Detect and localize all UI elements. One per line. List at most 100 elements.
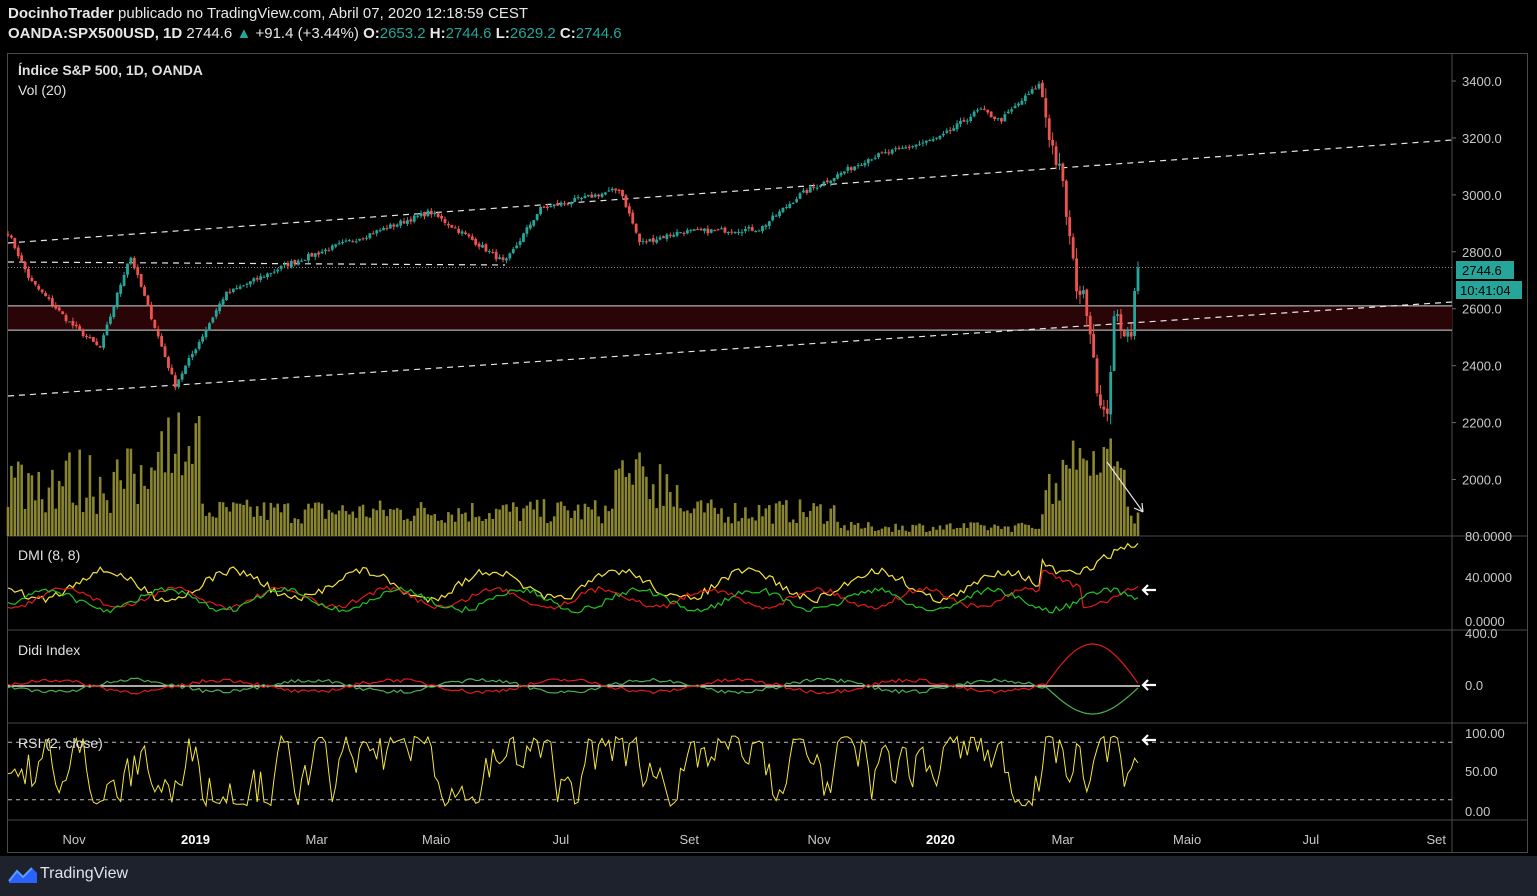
candle-body xyxy=(105,324,109,336)
candle-body xyxy=(85,336,88,338)
volume-bar xyxy=(1000,529,1003,536)
candle-body xyxy=(993,116,997,120)
chart-frame[interactable] xyxy=(7,53,1528,853)
volume-bar xyxy=(283,504,286,536)
volume-bar xyxy=(1099,472,1102,536)
candle-body xyxy=(1102,406,1106,410)
candle-body xyxy=(931,139,935,141)
volume-bar xyxy=(1116,461,1119,536)
candle-body xyxy=(406,220,409,224)
volume-bar xyxy=(1047,473,1051,536)
volume-bar xyxy=(778,501,781,536)
candle-body xyxy=(959,120,962,125)
dmi-tick-label: 0.0000 xyxy=(1465,614,1505,629)
candle-body xyxy=(808,187,812,193)
volume-bar xyxy=(34,500,37,536)
volume-bar xyxy=(266,519,269,536)
rsi-tick-label: 50.00 xyxy=(1465,764,1498,779)
candle-body xyxy=(392,224,396,227)
volume-bar xyxy=(163,472,167,536)
volume-bar xyxy=(832,505,836,536)
volume-bar xyxy=(733,502,737,536)
candle-body xyxy=(771,215,775,221)
volume-bar xyxy=(552,516,556,536)
candle-body xyxy=(522,233,525,242)
volume-bar xyxy=(6,507,10,536)
time-tick-label: 2019 xyxy=(181,832,210,847)
volume-bar xyxy=(1129,515,1133,536)
time-tick-label: Mar xyxy=(1052,832,1075,847)
candle-body xyxy=(535,213,539,220)
candle-body xyxy=(682,232,686,234)
candle-body xyxy=(334,244,338,247)
candle-body xyxy=(655,239,659,243)
volume-bar xyxy=(515,506,518,536)
candle-body xyxy=(354,241,358,243)
candle-body xyxy=(740,232,744,234)
volume-bar xyxy=(563,505,566,536)
candle-body xyxy=(1071,237,1075,259)
volume-bar xyxy=(907,531,911,536)
candle-body xyxy=(802,190,805,193)
candle-body xyxy=(129,257,133,264)
candle-body xyxy=(365,237,368,239)
close-value: 2744.6 xyxy=(575,25,622,42)
volume-bar xyxy=(576,504,580,536)
volume-bar xyxy=(1013,525,1017,536)
candle-body xyxy=(61,311,65,315)
volume-bar xyxy=(10,465,13,536)
volume-bar xyxy=(993,524,996,536)
volume-bar xyxy=(1020,522,1024,536)
volume-bar xyxy=(228,511,232,536)
candle-body xyxy=(644,241,648,243)
candle-body xyxy=(675,231,679,236)
volume-bar xyxy=(133,473,136,536)
candle-body xyxy=(1006,111,1010,114)
candle-body xyxy=(877,153,880,158)
didi-title: Didi Index xyxy=(18,642,81,658)
candle-body xyxy=(692,229,696,231)
annotation-arrow-icon xyxy=(1141,734,1156,746)
candle-body xyxy=(337,243,341,245)
volume-bar xyxy=(972,522,976,536)
volume-bar xyxy=(129,448,133,536)
candle-body xyxy=(918,143,921,145)
candle-body xyxy=(767,221,771,226)
candle-body xyxy=(167,357,170,369)
volume-bar xyxy=(27,473,30,536)
candle-body xyxy=(327,250,331,252)
candle-body xyxy=(214,310,218,317)
candle-body xyxy=(1085,289,1089,317)
volume-bar xyxy=(1112,466,1116,536)
candle-body xyxy=(938,135,942,139)
volume-bar xyxy=(1003,526,1007,536)
volume-bar xyxy=(44,512,47,536)
candle-body xyxy=(109,316,112,324)
candle-body xyxy=(446,223,450,226)
candle-body xyxy=(1068,217,1072,237)
candle-body xyxy=(754,231,758,233)
candle-body xyxy=(1133,291,1136,336)
candle-body xyxy=(266,273,269,278)
volume-bar xyxy=(92,496,95,536)
symbol-label: OANDA:SPX500USD, 1D xyxy=(8,25,183,42)
volume-bar xyxy=(808,510,812,536)
candle-body xyxy=(569,202,573,205)
candle-body xyxy=(382,227,385,231)
candle-body xyxy=(597,194,601,197)
volume-bar xyxy=(761,516,764,536)
candle-body xyxy=(1023,95,1027,102)
time-tick-label: Nov xyxy=(63,832,87,847)
volume-bar xyxy=(334,514,338,536)
volume-bar xyxy=(378,500,382,536)
candle-body xyxy=(928,139,932,141)
candle-body xyxy=(839,172,843,176)
candle-body xyxy=(47,297,51,299)
candle-body xyxy=(201,336,204,342)
candle-body xyxy=(505,258,508,261)
volume-bar xyxy=(853,524,856,536)
candle-body xyxy=(255,278,259,280)
volume-bar xyxy=(580,519,583,536)
candle-body xyxy=(320,251,324,254)
